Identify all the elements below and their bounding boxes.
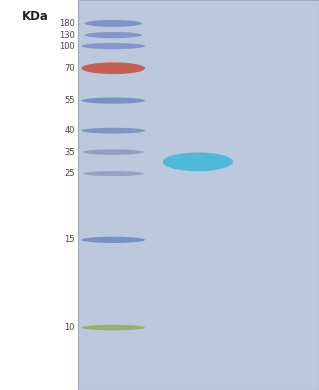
Text: 25: 25 xyxy=(64,169,75,178)
Ellipse shape xyxy=(85,32,142,38)
Ellipse shape xyxy=(81,43,145,49)
Ellipse shape xyxy=(81,325,145,330)
Text: 180: 180 xyxy=(59,19,75,28)
Text: 55: 55 xyxy=(64,96,75,105)
Text: 10: 10 xyxy=(64,323,75,332)
Text: 100: 100 xyxy=(59,41,75,51)
Text: KDa: KDa xyxy=(22,10,48,23)
Text: 70: 70 xyxy=(64,64,75,73)
Text: 15: 15 xyxy=(64,235,75,245)
Ellipse shape xyxy=(83,171,144,176)
Ellipse shape xyxy=(81,98,145,104)
Ellipse shape xyxy=(81,128,145,133)
Text: 35: 35 xyxy=(64,147,75,157)
Bar xyxy=(78,0,319,390)
Ellipse shape xyxy=(85,20,142,27)
Text: 130: 130 xyxy=(59,30,75,40)
Ellipse shape xyxy=(81,237,145,243)
Text: 40: 40 xyxy=(64,126,75,135)
Ellipse shape xyxy=(163,152,233,171)
Ellipse shape xyxy=(81,62,145,74)
Ellipse shape xyxy=(83,149,144,155)
